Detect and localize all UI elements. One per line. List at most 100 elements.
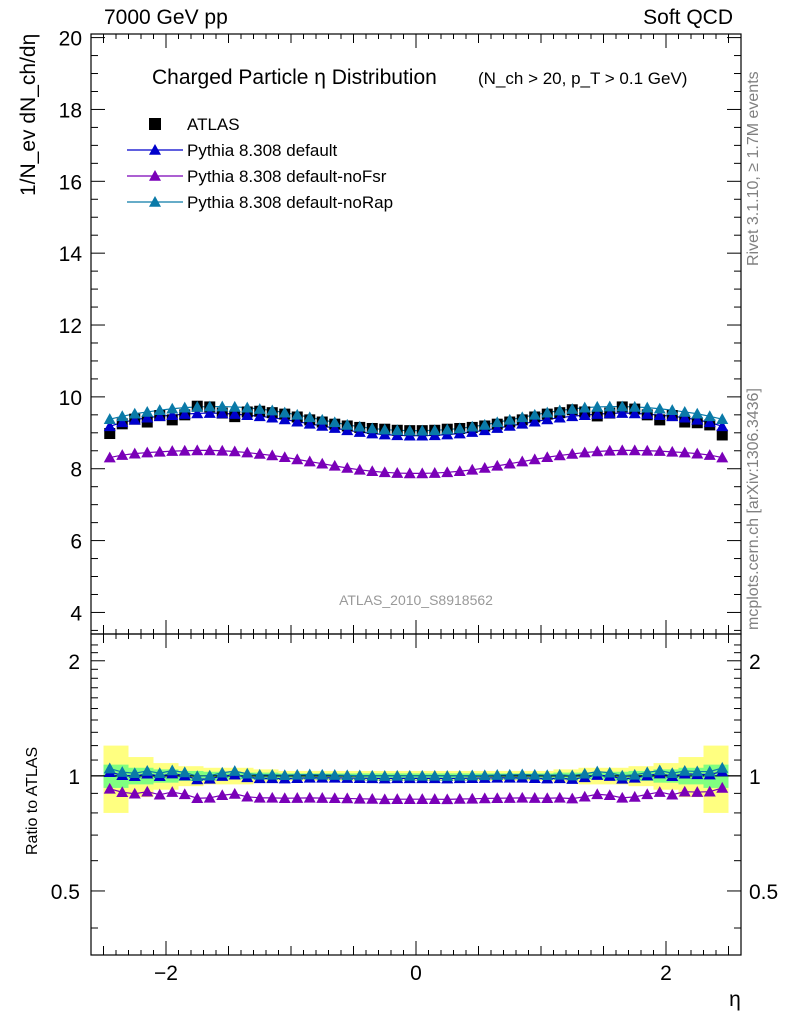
y-tick-label: 10 <box>59 387 82 410</box>
pythia-nofsr-point <box>553 449 566 461</box>
pythia-norap-point <box>591 400 604 412</box>
pythia-default-point <box>578 409 591 420</box>
pythia-norap-point <box>153 404 166 415</box>
x-tick-label: 0 <box>410 962 422 985</box>
pythia-nofsr-point <box>503 457 516 469</box>
pythia-default-point <box>591 408 604 419</box>
pythia-norap-point <box>178 401 191 413</box>
pythia-norap-ratio-point <box>703 765 716 777</box>
pythia-nofsr-point <box>253 448 266 459</box>
pythia-norap-point <box>641 401 654 413</box>
pythia-nofsr-ratio-point <box>153 788 166 800</box>
pythia-norap-ratio-point <box>178 766 191 778</box>
pythia-norap-ratio-point <box>341 769 354 781</box>
pythia-norap-point <box>116 410 129 422</box>
pythia-nofsr-ratio-point <box>291 792 304 803</box>
pythia-nofsr-point <box>378 466 391 478</box>
pythia-default-point <box>303 417 316 429</box>
pythia-norap-point <box>216 400 229 412</box>
ratio-y-tick-label-right: 2 <box>749 651 761 674</box>
header-left-label: 7000 GeV pp <box>104 6 228 29</box>
pythia-nofsr-ratio-point <box>428 793 441 804</box>
pythia-default-point <box>116 416 129 428</box>
pythia-nofsr-ratio-point <box>228 787 241 799</box>
y-tick-label: 4 <box>70 602 82 625</box>
pythia-nofsr-point <box>153 445 166 457</box>
pythia-nofsr-ratio-point <box>666 788 679 800</box>
pythia-nofsr-ratio-point <box>616 791 629 803</box>
pythia-nofsr-ratio-point <box>603 789 616 801</box>
pythia-default-point <box>566 410 579 422</box>
pythia-nofsr-point <box>391 467 404 478</box>
pythia-norap-ratio-point <box>353 769 366 781</box>
pythia-nofsr-point <box>641 444 654 456</box>
pythia-norap-ratio-point <box>566 769 579 781</box>
pythia-default-point <box>216 407 229 419</box>
pythia-nofsr-ratio-point <box>166 786 179 797</box>
pythia-default-point <box>191 407 204 419</box>
pythia-default-point <box>541 413 554 425</box>
y-tick-label: 20 <box>59 28 82 51</box>
pythia-nofsr-point <box>328 459 341 471</box>
pythia-nofsr-point <box>366 465 379 477</box>
pythia-nofsr-ratio-point <box>241 790 254 802</box>
legend-label: Pythia 8.308 default-noRap <box>187 193 393 212</box>
pythia-nofsr-ratio-point <box>628 790 641 802</box>
pythia-nofsr-point <box>666 445 679 457</box>
pythia-nofsr-ratio-point <box>678 785 691 797</box>
pythia-nofsr-ratio-point <box>303 791 316 803</box>
pythia-norap-ratio-point <box>378 770 391 781</box>
pythia-default-point <box>178 408 191 419</box>
pythia-nofsr-point <box>191 444 204 456</box>
pythia-nofsr-point <box>353 463 366 475</box>
pythia-nofsr-point <box>716 451 729 463</box>
pythia-nofsr-point <box>278 451 291 463</box>
pythia-nofsr-ratio-point <box>128 787 141 799</box>
pythia-norap-point <box>716 413 729 424</box>
legend-marker-pythia-default <box>149 144 161 155</box>
pythia-nofsr-ratio-point <box>591 788 604 800</box>
ratio-y-tick-label-right: 1 <box>749 766 761 789</box>
pythia-norap-point <box>553 404 566 416</box>
pythia-nofsr-ratio-point <box>691 786 704 797</box>
ratio-y-tick-label: 1 <box>68 766 80 789</box>
pythia-nofsr-ratio-point <box>253 791 266 803</box>
pythia-norap-ratio-point <box>203 769 216 781</box>
pythia-default-point <box>278 413 291 425</box>
pythia-nofsr-ratio-point <box>566 792 579 804</box>
pythia-default-point <box>241 409 254 420</box>
chart-title: Charged Particle η Distribution <box>152 66 437 89</box>
pythia-norap-ratio-point <box>153 767 166 779</box>
pythia-default-point <box>253 410 266 422</box>
pythia-default-point <box>316 419 329 431</box>
pythia-nofsr-ratio-point <box>141 785 154 797</box>
pythia-nofsr-ratio-point <box>641 788 654 800</box>
pythia-norap-point <box>491 416 504 428</box>
pythia-nofsr-point <box>691 447 704 459</box>
pythia-norap-point <box>703 410 716 422</box>
pythia-norap-point <box>503 413 516 425</box>
pythia-nofsr-point <box>453 465 466 477</box>
y-tick-label: 8 <box>70 459 82 482</box>
pythia-nofsr-ratio-point <box>441 793 454 805</box>
pythia-norap-point <box>391 424 404 436</box>
pythia-norap-ratio-point <box>128 767 141 779</box>
y-tick-label: 16 <box>59 171 82 194</box>
pythia-nofsr-ratio-point <box>366 792 379 804</box>
legend-label: ATLAS <box>187 115 240 134</box>
pythia-nofsr-point <box>291 453 304 465</box>
pythia-norap-point <box>366 422 379 434</box>
pythia-nofsr-point <box>116 449 129 460</box>
pythia-nofsr-point <box>466 463 479 475</box>
pythia-norap-ratio-point <box>291 768 304 780</box>
pythia-nofsr-point <box>403 467 416 479</box>
pythia-norap-point <box>441 423 454 435</box>
pythia-norap-point <box>328 416 341 428</box>
pythia-norap-ratio-point <box>666 767 679 779</box>
pythia-default-point <box>553 411 566 423</box>
pythia-norap-point <box>103 413 116 424</box>
pythia-norap-ratio-point <box>278 769 291 781</box>
legend-marker-pythia-norap <box>149 196 161 207</box>
pythia-nofsr-ratio-point <box>466 792 479 804</box>
